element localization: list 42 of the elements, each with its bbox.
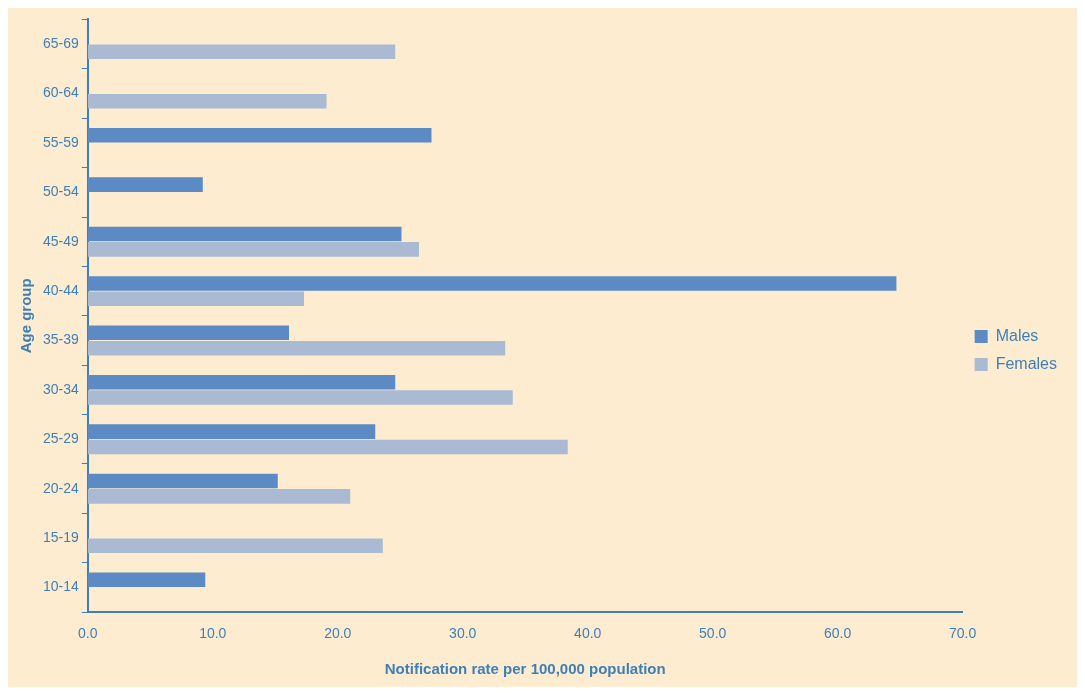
y-tick-label: 20-24 [42,479,80,496]
x-tick-label: 40.0 [574,625,602,642]
bar [87,93,327,109]
bar [87,177,203,192]
y-tick-label: 35-39 [42,331,80,348]
y-tick-label: 25-29 [42,430,80,447]
y-axis-title: Age group [17,278,35,354]
x-tick-label: 20.0 [324,625,352,642]
y-tick-label: 65-69 [42,34,80,51]
y-tick-label: 55-59 [42,133,80,150]
bar [87,340,506,356]
bar [87,291,305,307]
y-tick-label: 15-19 [42,528,80,545]
x-tick-label: 30.0 [449,625,477,642]
y-tick-label: 10-14 [42,578,80,595]
legend-label: Females [995,354,1058,372]
y-tick-label: 50-54 [42,183,80,200]
y-tick-label: 60-64 [42,84,80,101]
x-tick-label: 70.0 [949,625,977,642]
y-tick-label: 45-49 [42,232,80,249]
y-tick-label: 30-34 [42,380,80,397]
bar [87,242,419,257]
x-tick-label: 60.0 [824,625,852,642]
x-axis-title: Notification rate per 100,000 population [384,660,666,678]
legend-label: Males [995,326,1039,344]
bar [87,489,351,504]
bar [87,424,376,439]
x-tick-label: 0.0 [78,625,98,642]
bar [87,127,432,143]
x-tick-label: 50.0 [699,625,727,642]
y-tick-label: 40-44 [42,281,80,298]
bar [87,44,396,60]
bar [87,226,402,242]
bar [87,439,568,455]
bar [87,572,206,588]
bar [87,390,513,405]
bar [87,276,897,291]
bar [87,325,290,341]
bar [87,473,278,489]
bar [87,538,383,554]
bar [87,374,396,390]
x-tick-label: 10.0 [199,625,227,642]
